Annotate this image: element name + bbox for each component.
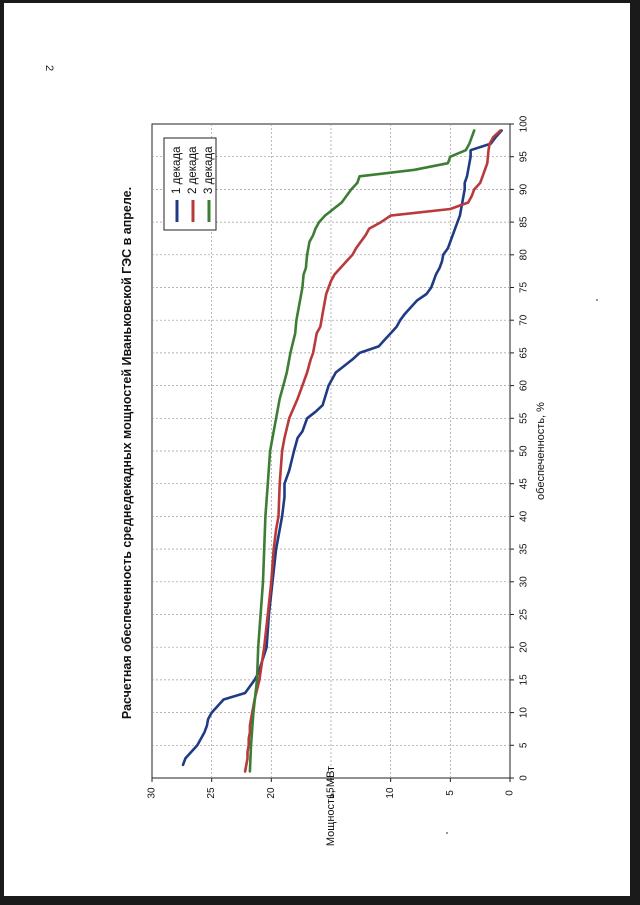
x-tick-label: 20 (519, 641, 530, 653)
x-tick-label: 30 (519, 576, 530, 588)
x-tick-label: 100 (519, 115, 530, 132)
y-tick-label: 0 (505, 790, 516, 796)
y-tick-label: 10 (385, 787, 396, 799)
x-axis-label: обеспеченность, % (535, 402, 547, 500)
x-tick-label: 40 (519, 510, 530, 522)
x-tick-label: 80 (519, 249, 530, 261)
x-tick-label: 0 (519, 775, 530, 781)
x-tick-label: 95 (519, 151, 530, 163)
x-tick-label: 55 (519, 412, 530, 424)
y-tick-label: 25 (206, 787, 217, 799)
x-tick-label: 60 (519, 380, 530, 392)
x-tick-label: 90 (519, 183, 530, 195)
x-tick-label: 75 (519, 282, 530, 294)
y-axis-label: Мощность, МВт (325, 766, 337, 846)
x-tick-label: 5 (519, 742, 530, 748)
x-tick-label: 15 (519, 674, 530, 686)
y-tick-label: 30 (147, 787, 158, 799)
x-tick-label: 10 (519, 707, 530, 719)
legend-label-3: 3 декада (203, 146, 215, 194)
x-tick-label: 35 (519, 543, 530, 555)
legend-label-2: 2 декада (187, 146, 199, 194)
series-line-3 (248, 129, 476, 773)
legend-box (163, 137, 217, 231)
x-tick-label: 25 (519, 609, 530, 621)
y-tick-label: 20 (266, 787, 277, 799)
x-tick-label: 70 (519, 314, 530, 326)
x-tick-label: 50 (519, 445, 530, 457)
y-tick-label: 15 (326, 787, 337, 799)
y-tick-label: 5 (445, 790, 456, 796)
x-tick-label: 65 (519, 347, 530, 359)
scan-speck (596, 299, 598, 301)
legend-label-1: 1 декада (171, 146, 183, 194)
scan-speck (446, 832, 448, 834)
x-tick-label: 85 (519, 216, 530, 228)
x-tick-label: 45 (519, 478, 530, 490)
